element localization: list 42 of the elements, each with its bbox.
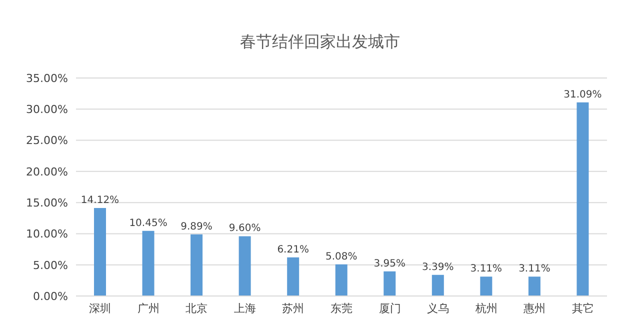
bar xyxy=(335,264,348,296)
y-tick-label: 25.00% xyxy=(26,134,68,148)
chart-title: 春节结伴回家出发城市 xyxy=(239,31,401,53)
bar xyxy=(384,271,396,296)
y-tick-label: 15.00% xyxy=(26,196,68,210)
data-label: 3.11% xyxy=(470,264,502,275)
data-label: 5.08% xyxy=(325,251,358,262)
x-tick-label: 东莞 xyxy=(330,302,352,315)
data-label: 31.09% xyxy=(564,89,602,100)
x-tick-label: 惠州 xyxy=(522,302,546,315)
x-tick-label: 其它 xyxy=(572,302,594,315)
data-label: 3.39% xyxy=(422,262,454,273)
x-tick-label: 苏州 xyxy=(282,302,304,315)
data-label: 14.12% xyxy=(80,195,120,206)
y-tick-label: 35.00% xyxy=(26,72,68,85)
y-tick-label: 0.00% xyxy=(33,290,68,303)
x-tick-label: 北京 xyxy=(186,302,208,315)
y-tick-label: 30.00% xyxy=(26,103,68,116)
x-tick-label: 义乌 xyxy=(427,302,450,315)
x-tick-label: 广州 xyxy=(137,302,160,315)
data-label: 3.95% xyxy=(374,258,406,270)
bar xyxy=(480,276,492,296)
x-tick-label: 深圳 xyxy=(89,302,112,315)
bar xyxy=(528,276,540,296)
bar xyxy=(287,257,300,296)
bar xyxy=(94,208,106,296)
y-tick-label: 5.00% xyxy=(33,258,68,272)
data-label: 9.60% xyxy=(228,223,261,234)
y-tick-label: 10.00% xyxy=(26,228,68,241)
x-tick-label: 杭州 xyxy=(474,302,498,315)
data-label: 10.45% xyxy=(129,218,168,229)
bar xyxy=(432,274,444,296)
x-tick-label: 厦门 xyxy=(378,302,401,315)
bar xyxy=(142,230,154,296)
data-label: 3.11% xyxy=(518,264,550,275)
y-tick-label: 20.00% xyxy=(26,165,68,178)
data-label: 9.89% xyxy=(180,221,212,232)
data-label: 6.21% xyxy=(277,244,309,256)
x-tick-label: 上海 xyxy=(234,302,256,315)
bar xyxy=(190,234,203,296)
bar xyxy=(238,236,251,296)
bar xyxy=(576,102,589,296)
